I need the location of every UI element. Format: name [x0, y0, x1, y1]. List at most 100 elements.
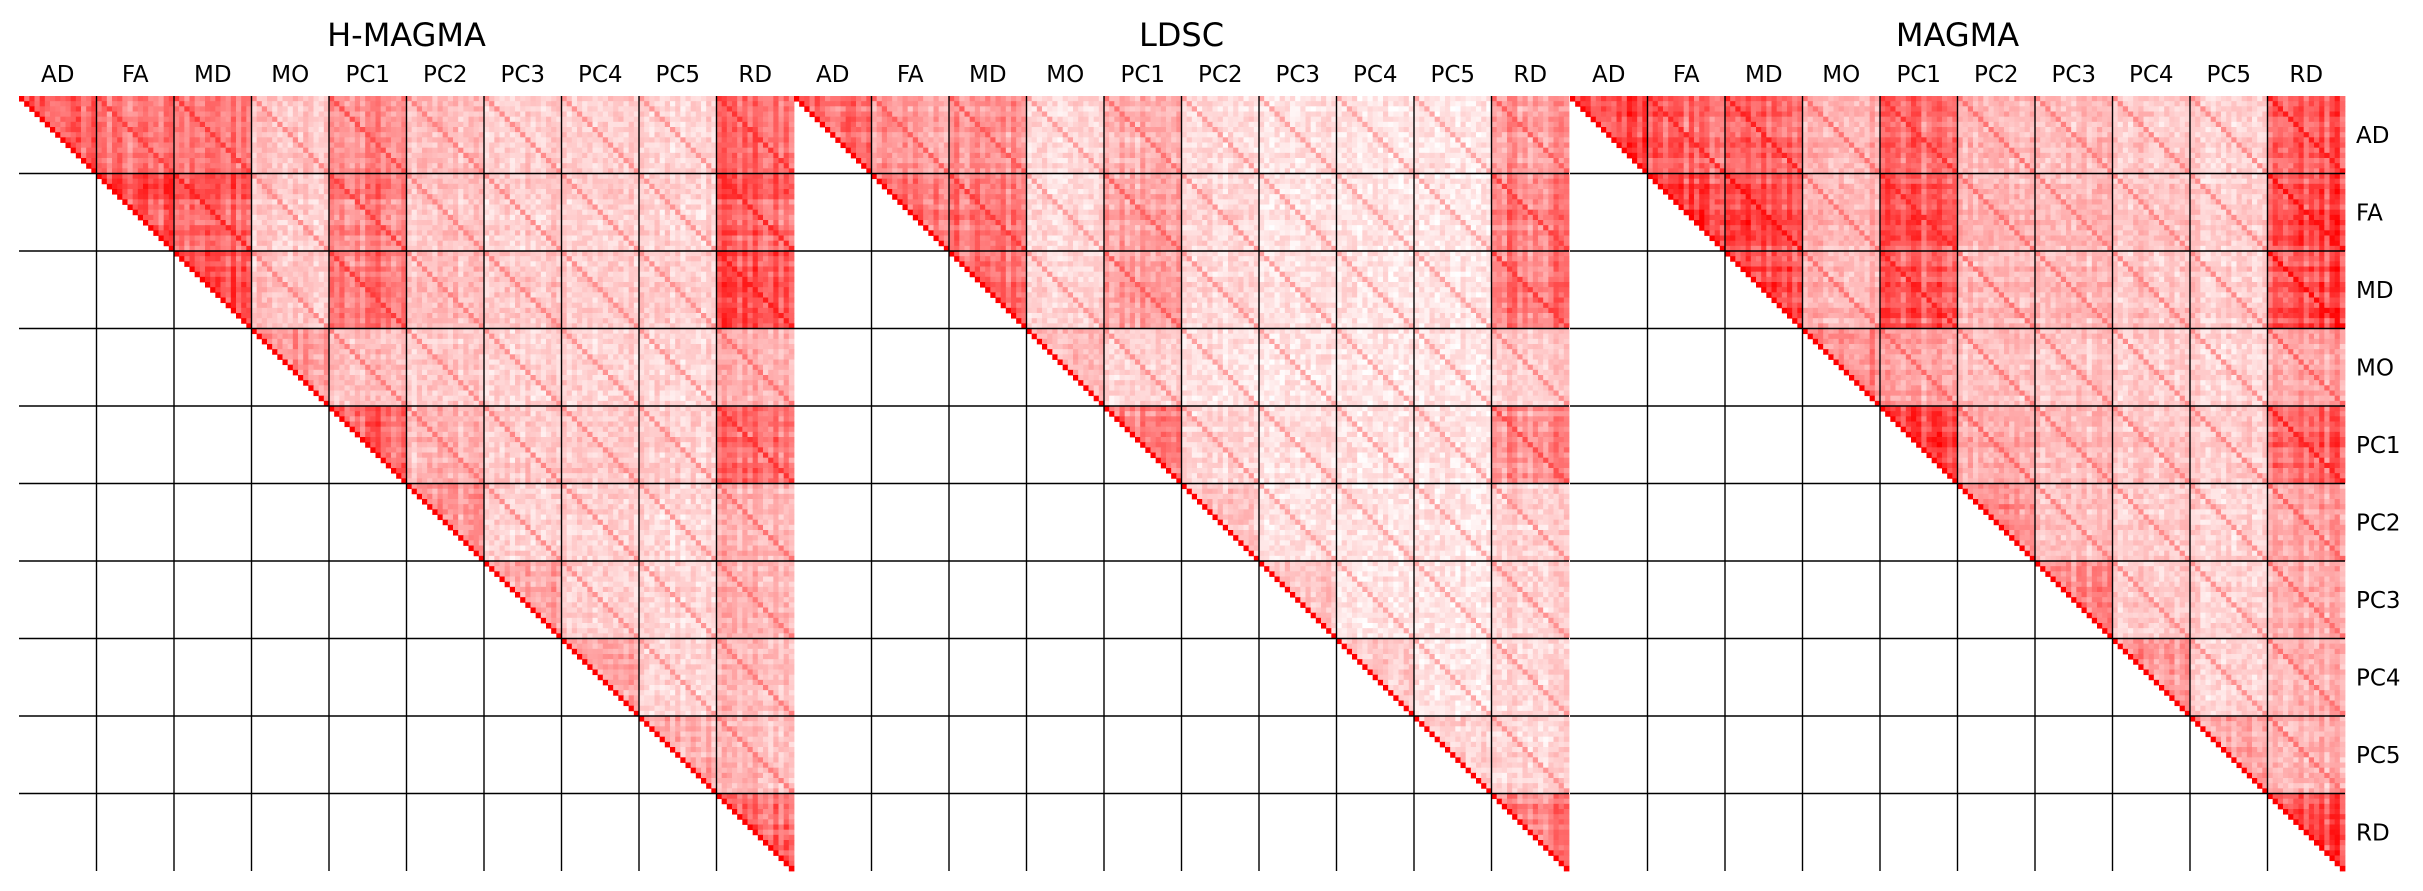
heatmap-cell: [236, 251, 242, 257]
heatmap-cell: [468, 204, 475, 211]
heatmap-cell: [664, 245, 671, 252]
heatmap-cell: [587, 152, 593, 159]
heatmap-cell: [520, 235, 526, 242]
heatmap-cell: [597, 101, 604, 107]
heatmap-cell: [773, 96, 779, 102]
heatmap-cell: [380, 240, 387, 247]
heatmap-cell: [690, 261, 697, 267]
heatmap-cell: [432, 178, 438, 185]
heatmap-cell: [726, 214, 733, 221]
heatmap-cell: [189, 256, 196, 262]
heatmap-cell: [473, 261, 480, 267]
heatmap-cell: [215, 189, 221, 195]
heatmap-cell: [659, 276, 666, 283]
heatmap-cell: [618, 230, 624, 236]
heatmap-cell: [685, 245, 692, 252]
heatmap-cell: [613, 183, 619, 190]
heatmap-cell: [39, 101, 46, 107]
heatmap-cell: [334, 121, 340, 128]
heatmap-cell: [137, 163, 144, 169]
heatmap-cell: [778, 106, 785, 112]
heatmap-cell: [711, 199, 717, 205]
heatmap-cell: [323, 209, 330, 216]
heatmap-cell: [458, 220, 464, 226]
heatmap-cell: [225, 245, 232, 252]
heatmap-cell: [788, 101, 795, 107]
heatmap-cell: [354, 189, 361, 195]
heatmap-cell: [225, 111, 232, 118]
heatmap-cell: [473, 96, 480, 102]
heatmap-cell: [778, 183, 785, 190]
heatmap-cell: [747, 261, 754, 267]
heatmap-cell: [742, 189, 748, 195]
heatmap-cell: [86, 132, 92, 138]
heatmap-cell: [91, 142, 97, 149]
heatmap-cell: [463, 173, 469, 180]
heatmap-cell: [592, 183, 599, 190]
heatmap-cell: [639, 106, 645, 112]
heatmap-cell: [339, 127, 345, 133]
heatmap-cell: [504, 127, 511, 133]
heatmap-cell: [577, 168, 583, 174]
heatmap-cell: [670, 199, 676, 205]
heatmap-cell: [659, 204, 666, 211]
heatmap-cell: [509, 214, 516, 221]
heatmap-cell: [349, 214, 356, 221]
heatmap-cell: [685, 251, 692, 257]
heatmap-cell: [530, 256, 537, 262]
heatmap-cell: [561, 121, 568, 128]
heatmap-cell: [422, 235, 428, 242]
heatmap-cell: [313, 116, 320, 123]
heatmap-cell: [323, 271, 330, 278]
heatmap-cell: [649, 183, 655, 190]
heatmap-cell: [675, 163, 681, 169]
heatmap-cell: [370, 235, 376, 242]
heatmap-cell: [354, 251, 361, 257]
heatmap-cell: [484, 245, 490, 252]
heatmap-cell: [272, 106, 278, 112]
heatmap-cell: [577, 282, 583, 288]
heatmap-cell: [675, 152, 681, 159]
heatmap-cell: [726, 111, 733, 118]
heatmap-cell: [763, 137, 769, 143]
heatmap-cell: [391, 251, 397, 257]
heatmap-cell: [406, 276, 413, 283]
heatmap-cell: [174, 116, 180, 123]
heatmap-cell: [344, 142, 351, 149]
heatmap-cell: [292, 152, 299, 159]
heatmap-cell: [639, 220, 645, 226]
heatmap-cell: [551, 199, 557, 205]
heatmap-cell: [504, 178, 511, 185]
heatmap-cell: [515, 204, 521, 211]
heatmap-cell: [582, 220, 588, 226]
heatmap-cell: [168, 230, 175, 236]
heatmap-cell: [530, 183, 537, 190]
heatmap-cell: [143, 189, 149, 195]
heatmap-cell: [587, 261, 593, 267]
heatmap-cell: [422, 96, 428, 102]
heatmap-cell: [298, 121, 304, 128]
heatmap-cell: [194, 168, 201, 174]
heatmap-cell: [447, 163, 454, 169]
heatmap-cell: [267, 152, 273, 159]
heatmap-cell: [520, 282, 526, 288]
heatmap-cell: [225, 240, 232, 247]
heatmap-cell: [396, 282, 402, 288]
heatmap-cell: [174, 194, 180, 200]
heatmap-cell: [768, 152, 774, 159]
heatmap-cell: [773, 235, 779, 242]
heatmap-cell: [675, 235, 681, 242]
heatmap-cell: [303, 251, 309, 257]
heatmap-cell: [422, 225, 428, 231]
heatmap-cell: [427, 230, 433, 236]
heatmap-cell: [101, 101, 108, 107]
heatmap-cell: [592, 178, 599, 185]
heatmap-cell: [561, 261, 568, 267]
heatmap-cell: [313, 235, 320, 242]
heatmap-cell: [628, 209, 635, 216]
heatmap-cell: [205, 214, 211, 221]
heatmap-cell: [484, 158, 490, 164]
heatmap-cell: [365, 152, 371, 159]
heatmap-cell: [520, 158, 526, 164]
heatmap-cell: [385, 240, 392, 247]
